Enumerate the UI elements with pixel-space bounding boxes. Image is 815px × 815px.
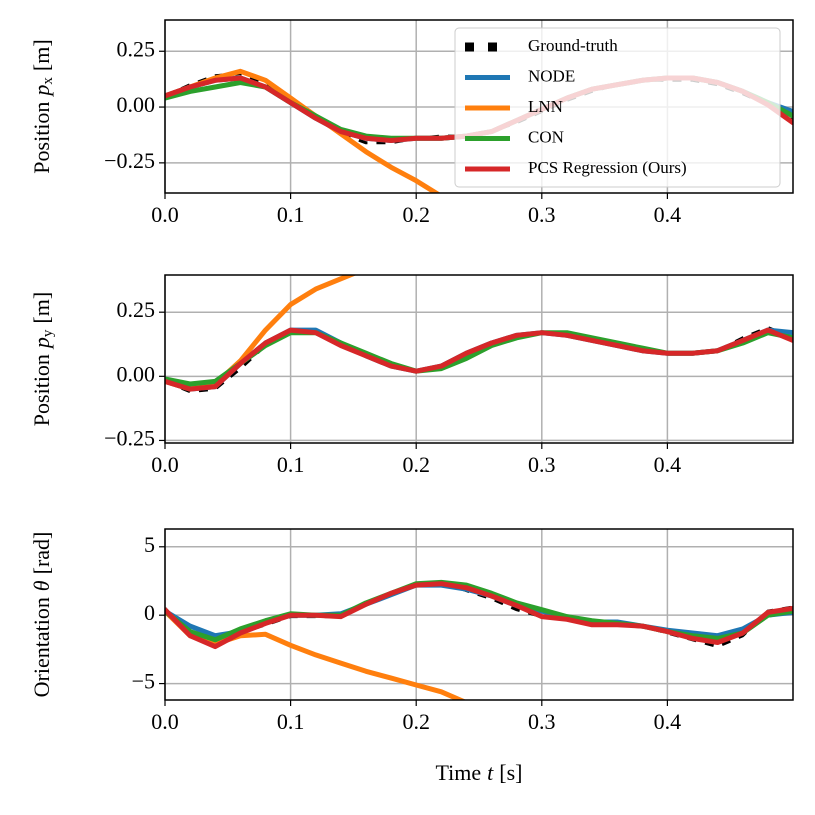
x-axis-label: Time t [s]: [436, 760, 523, 785]
legend-label: CON: [528, 127, 564, 146]
label-unit: [rad]: [29, 532, 54, 575]
label-unit: [s]: [499, 760, 522, 785]
label-text: Time: [436, 760, 482, 785]
label-text: Position: [29, 354, 54, 426]
x-tick-label: 0.1: [277, 709, 305, 734]
y-axis-label: Position px [m]: [29, 39, 56, 173]
x-tick-label: 0.3: [528, 709, 556, 734]
label-text: Orientation: [29, 597, 54, 697]
x-tick-label: 0.4: [654, 709, 682, 734]
legend-label: LNN: [528, 97, 563, 116]
x-tick-label: 0.2: [402, 452, 430, 477]
x-tick-label: 0.1: [277, 452, 305, 477]
label-text: Position: [29, 102, 54, 174]
legend-label: PCS Regression (Ours): [528, 158, 687, 177]
series-line: [165, 327, 793, 392]
label-subscript: x: [40, 77, 56, 85]
y-axis-label: Orientation θ [rad]: [29, 532, 54, 698]
y-tick-label: 0: [144, 600, 155, 625]
y-tick-label: −0.25: [104, 148, 155, 173]
label-unit: [m]: [29, 39, 54, 71]
label-symbol: t: [487, 760, 494, 785]
series-line: [165, 275, 357, 392]
x-tick-label: 0.2: [402, 709, 430, 734]
y-tick-label: 0.00: [117, 361, 156, 386]
plot-area: [165, 579, 793, 700]
y-tick-label: 0.25: [117, 36, 156, 61]
legend-box: [454, 27, 781, 188]
y-axis-label: Position py [m]: [29, 292, 56, 426]
x-tick-label: 0.2: [402, 202, 430, 227]
label-unit: [m]: [29, 292, 54, 324]
label-symbol: p: [29, 337, 54, 350]
x-tick-label: 0.4: [654, 452, 682, 477]
x-tick-label: 0.0: [151, 202, 179, 227]
y-tick-label: 0.25: [117, 297, 156, 322]
legend-label: Ground-truth: [528, 36, 618, 55]
axes-frame: [164, 274, 794, 444]
series-line: [165, 608, 467, 700]
x-tick-label: 0.3: [528, 202, 556, 227]
plot-area: [165, 275, 793, 394]
y-tick-label: −0.25: [104, 425, 155, 450]
y-tick-label: 5: [144, 532, 155, 557]
x-tick-label: 0.3: [528, 452, 556, 477]
label-symbol: θ: [29, 580, 54, 591]
y-tick-label: −5: [132, 669, 155, 694]
y-tick-label: 0.00: [117, 92, 156, 117]
x-tick-label: 0.0: [151, 452, 179, 477]
label-subscript: y: [40, 329, 56, 337]
axes-frame: [164, 19, 794, 194]
axes-frame: [164, 528, 794, 701]
series-line: [165, 581, 793, 650]
legend-label: NODE: [528, 66, 575, 85]
x-tick-label: 0.1: [277, 202, 305, 227]
label-symbol: p: [29, 85, 54, 98]
x-tick-label: 0.4: [654, 202, 682, 227]
x-tick-label: 0.0: [151, 709, 179, 734]
